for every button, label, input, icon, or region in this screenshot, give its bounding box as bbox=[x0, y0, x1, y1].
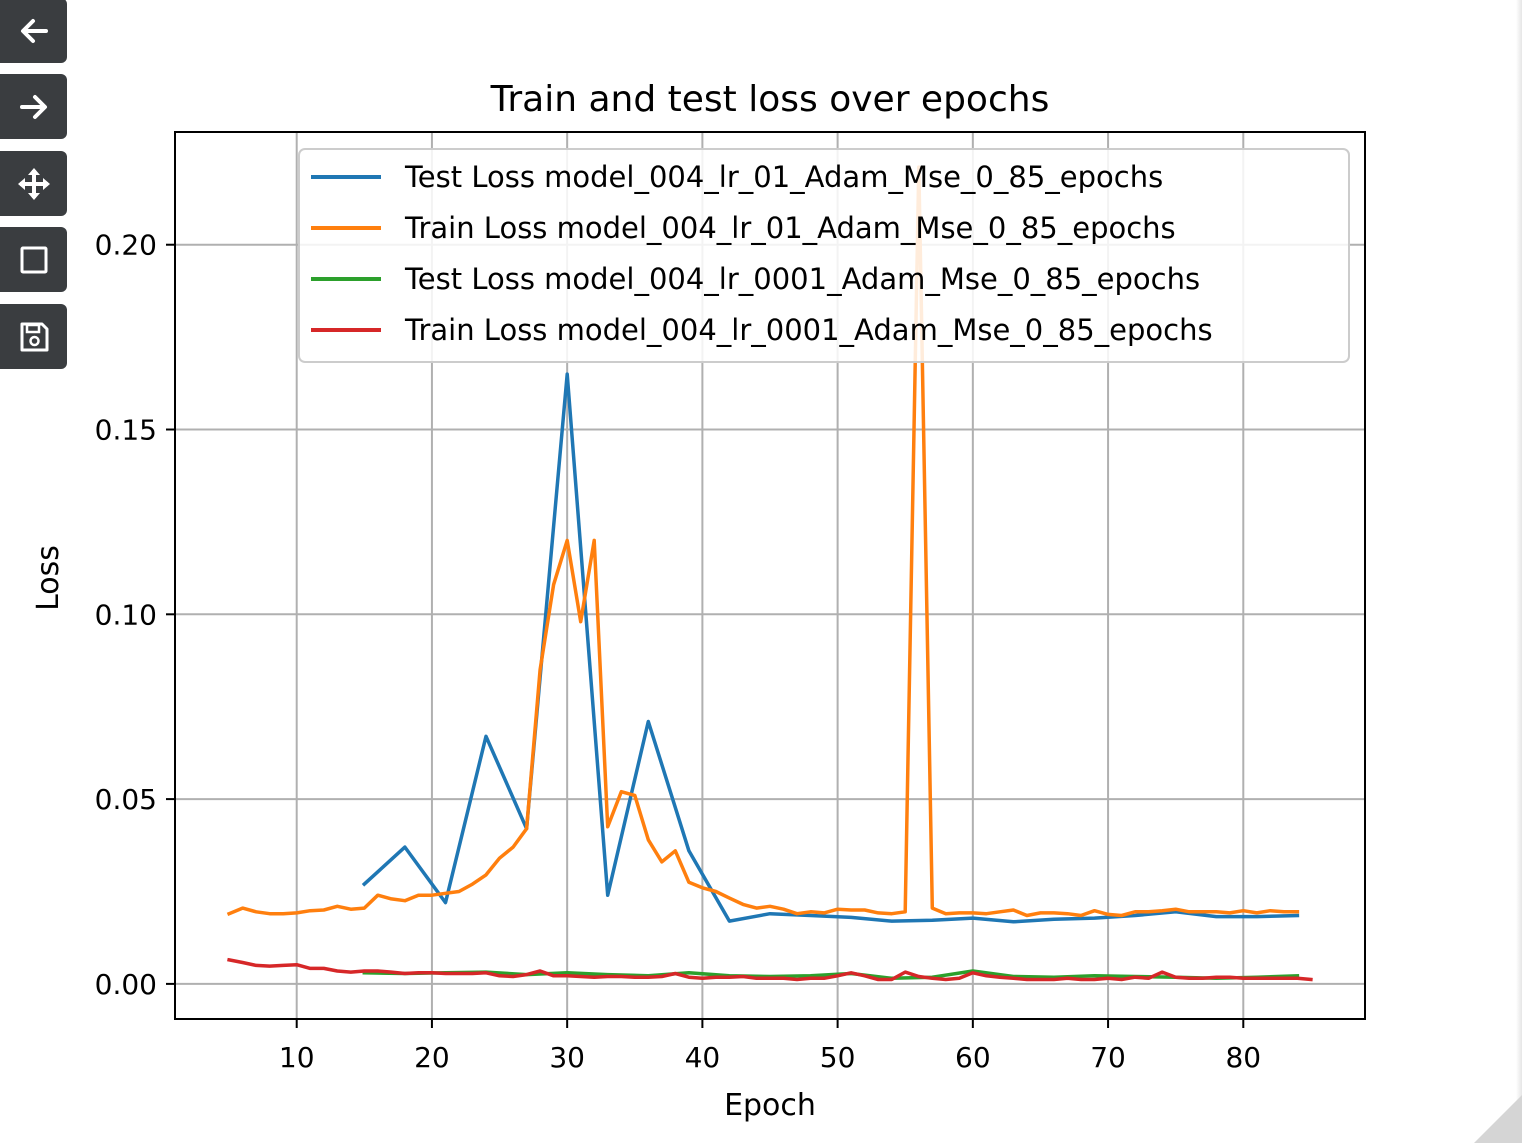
pan-button[interactable] bbox=[0, 151, 67, 216]
legend-box bbox=[298, 148, 1350, 363]
legend-entry-4: Train Loss model_004_lr_0001_Adam_Mse_0_… bbox=[404, 313, 1213, 347]
x-tick-label: 50 bbox=[820, 1041, 856, 1074]
series-line-2 bbox=[226, 165, 1300, 918]
y-tick-label: 0.05 bbox=[95, 783, 157, 816]
y-tick-label: 0.00 bbox=[95, 968, 157, 1001]
back-button[interactable] bbox=[0, 0, 67, 63]
axis-ticks: 10 20 30 40 50 60 70 80 0.00 0.05 0.10 0.15 0.20 bbox=[95, 229, 1261, 1074]
y-tick-label: 0.15 bbox=[95, 414, 157, 447]
save-icon bbox=[20, 322, 48, 351]
series-lines bbox=[226, 165, 1313, 982]
y-axis-label: Loss bbox=[31, 545, 66, 611]
x-tick-label: 20 bbox=[414, 1041, 450, 1074]
zoom-button[interactable] bbox=[0, 227, 67, 292]
forward-button[interactable] bbox=[0, 74, 67, 139]
save-button[interactable] bbox=[0, 304, 67, 369]
arrow-right-icon bbox=[19, 94, 47, 119]
legend-entry-3: Test Loss model_004_lr_0001_Adam_Mse_0_8… bbox=[404, 262, 1200, 296]
legend: Test Loss model_004_lr_01_Adam_Mse_0_85_… bbox=[298, 148, 1350, 363]
plot-frame bbox=[174, 131, 1366, 1020]
zoom-rect-icon bbox=[20, 246, 47, 273]
x-tick-label: 40 bbox=[685, 1041, 721, 1074]
y-tick-label: 0.10 bbox=[95, 598, 157, 631]
x-axis-label: Epoch bbox=[724, 1088, 816, 1123]
legend-entry-2: Train Loss model_004_lr_01_Adam_Mse_0_85… bbox=[404, 211, 1176, 245]
resize-grip[interactable] bbox=[1474, 1095, 1522, 1143]
x-tick-label: 10 bbox=[279, 1041, 315, 1074]
chart-title: Train and test loss over epochs bbox=[490, 79, 1050, 120]
window-edge bbox=[1516, 0, 1522, 1143]
y-tick-label: 0.20 bbox=[95, 229, 157, 262]
series-line-1 bbox=[361, 372, 1300, 924]
x-tick-label: 60 bbox=[955, 1041, 991, 1074]
legend-entry-1: Test Loss model_004_lr_01_Adam_Mse_0_85_… bbox=[404, 160, 1163, 194]
x-tick-label: 80 bbox=[1225, 1041, 1261, 1074]
x-tick-label: 30 bbox=[549, 1041, 585, 1074]
move-icon bbox=[17, 167, 50, 200]
arrow-left-icon bbox=[20, 18, 48, 43]
series-line-4 bbox=[227, 957, 1313, 982]
x-tick-label: 70 bbox=[1090, 1041, 1126, 1074]
